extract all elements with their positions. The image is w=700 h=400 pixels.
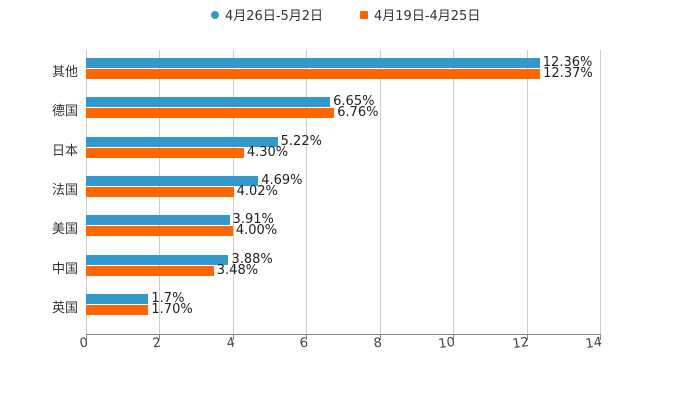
value-label: 1.7%	[151, 290, 185, 306]
bar-orange[interactable]	[86, 108, 335, 119]
gridline	[526, 50, 528, 335]
bar-blue[interactable]	[86, 215, 230, 226]
axis-tick-label: 2	[152, 335, 163, 352]
axis-tick	[600, 334, 601, 340]
axis-tick	[232, 334, 234, 340]
gridline	[453, 50, 455, 335]
bar-blue[interactable]	[86, 293, 149, 304]
axis-tick-label: 4	[225, 335, 236, 352]
gridline	[379, 50, 381, 335]
category-label: 美国	[51, 222, 78, 238]
axis-tick-label: 8	[372, 335, 383, 352]
value-label: 5.22%	[280, 133, 322, 149]
bar-blue[interactable]	[86, 254, 229, 265]
legend-label: 4月26日-5月2日	[225, 9, 324, 24]
value-label: 3.91%	[232, 212, 274, 228]
axis-tick-label: 0	[78, 335, 90, 352]
value-label: 6.65%	[333, 94, 375, 110]
value-label: 1.70%	[151, 301, 193, 317]
chart-legend: 4月26日-5月2日 4月19日-4月25日	[0, 5, 700, 24]
axis-tick	[86, 334, 87, 340]
bar-orange[interactable]	[86, 226, 233, 237]
category-label: 法国	[51, 182, 78, 198]
bar-blue[interactable]	[86, 58, 540, 68]
bar-blue[interactable]	[86, 136, 278, 147]
bar-blue[interactable]	[86, 97, 331, 108]
legend-item-series-1[interactable]: 4月26日-5月2日	[211, 5, 323, 24]
value-label: 4.69%	[261, 172, 303, 188]
axis-tick	[159, 334, 161, 340]
axis-tick	[306, 334, 308, 340]
gridline	[306, 50, 308, 335]
legend-marker-orange-icon	[360, 10, 368, 19]
value-label: 12.36%	[542, 55, 593, 70]
category-label: 其他	[51, 65, 78, 80]
value-label: 4.02%	[236, 183, 278, 199]
value-label: 3.88%	[231, 251, 273, 267]
value-label: 4.30%	[246, 144, 289, 160]
legend-label: 4月19日-4月25日	[374, 9, 481, 24]
axis-tick-label: 6	[298, 335, 310, 352]
axis-tick	[379, 334, 381, 340]
bar-orange[interactable]	[86, 147, 244, 158]
bar-blue[interactable]	[86, 175, 259, 186]
bar-orange[interactable]	[86, 265, 214, 276]
category-label: 英国	[51, 300, 78, 316]
bar-orange[interactable]	[86, 304, 149, 315]
bar-orange[interactable]	[86, 186, 234, 197]
axis-tick-label: 14	[584, 334, 603, 353]
category-label: 德国	[51, 104, 78, 120]
value-label: 3.48%	[216, 262, 259, 278]
axis-tick	[526, 334, 528, 340]
category-label: 中国	[51, 261, 78, 277]
category-label: 日本	[51, 143, 78, 159]
x-axis-line	[86, 334, 600, 335]
value-label: 6.76%	[337, 105, 379, 121]
legend-item-series-2[interactable]: 4月19日-4月25日	[360, 5, 480, 24]
legend-marker-blue-icon	[211, 10, 219, 19]
axis-tick-label: 10	[437, 334, 457, 353]
gridline	[600, 50, 601, 335]
axis-tick-label: 12	[511, 334, 530, 353]
value-label: 12.37%	[543, 66, 593, 81]
axis-tick	[453, 334, 455, 340]
value-label: 4.00%	[235, 223, 278, 239]
bar-orange[interactable]	[86, 69, 541, 79]
